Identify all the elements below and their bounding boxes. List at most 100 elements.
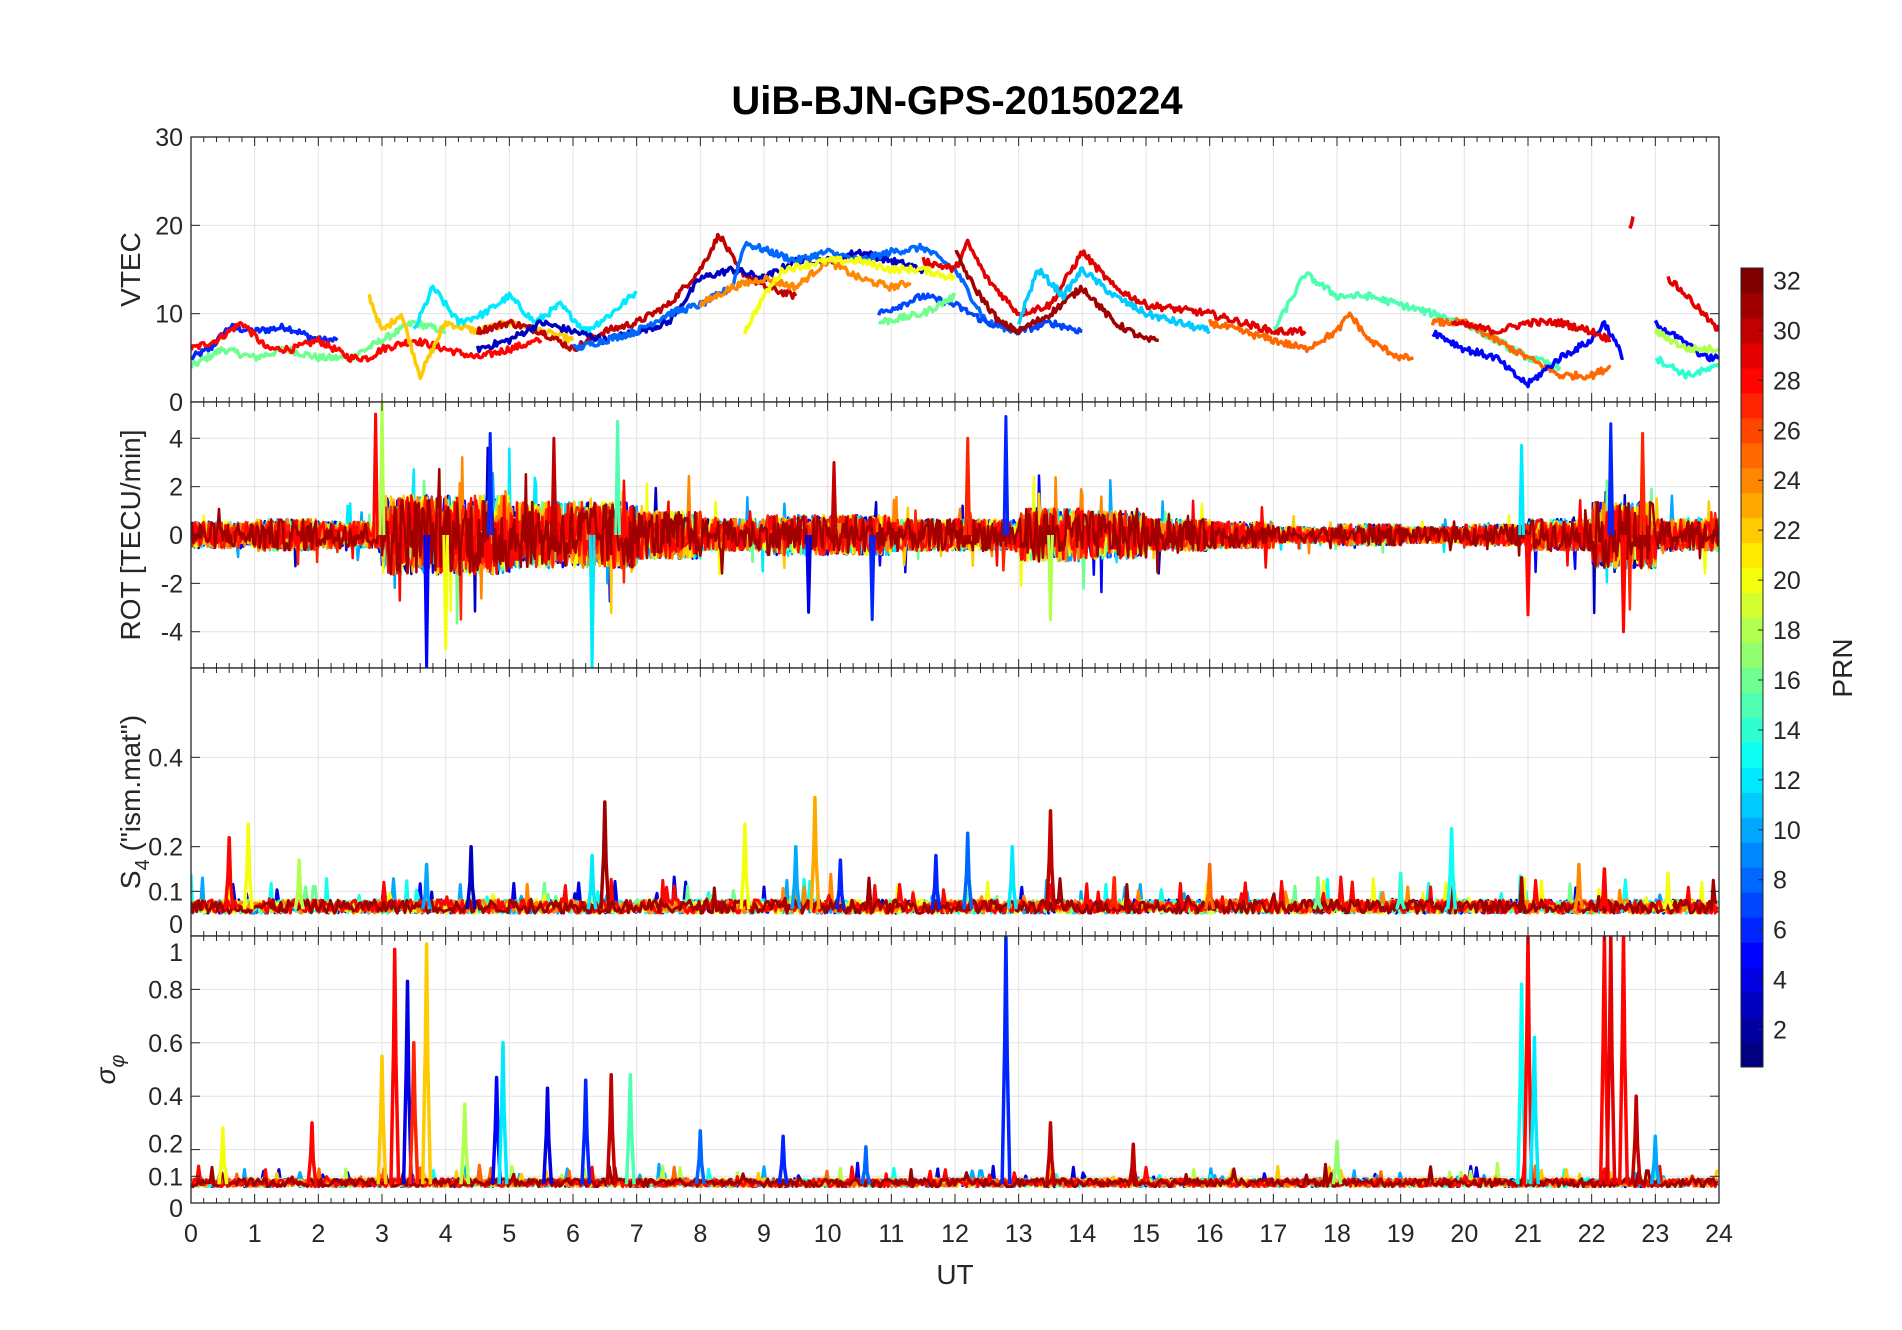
colorbar-band bbox=[1741, 1017, 1763, 1043]
colorbar-band bbox=[1741, 717, 1763, 743]
y-tick-label: 0.1 bbox=[148, 878, 183, 906]
colorbar-band bbox=[1741, 742, 1763, 768]
x-tick-label: 13 bbox=[1005, 1220, 1033, 1248]
colorbar-tick-label: 20 bbox=[1773, 567, 1801, 595]
series-line-prn-10 bbox=[420, 862, 433, 910]
series-line-prn-12 bbox=[497, 1041, 509, 1185]
x-tick-label: 1 bbox=[248, 1220, 262, 1248]
colorbar-band bbox=[1741, 542, 1763, 569]
series-line-prn-29 bbox=[1628, 216, 1635, 230]
y-tick-label: 0.6 bbox=[148, 1030, 183, 1058]
series-line-prn-31 bbox=[191, 1162, 1718, 1189]
series-line-prn-20 bbox=[242, 822, 254, 910]
series-line-prn-28 bbox=[191, 320, 543, 363]
series-line-prn-28 bbox=[1522, 936, 1534, 1185]
series-line-prn-18 bbox=[1047, 534, 1054, 622]
colorbar-band bbox=[1741, 917, 1763, 943]
y-tick-label: 0.1 bbox=[148, 1163, 183, 1191]
series-line-prn-27 bbox=[964, 436, 972, 536]
series-line-prn-28 bbox=[1620, 534, 1627, 634]
series-line-prn-28 bbox=[306, 1121, 318, 1185]
series-line-prn-28 bbox=[389, 947, 401, 1185]
colorbar-band bbox=[1741, 467, 1763, 494]
colorbar-tick-label: 16 bbox=[1773, 667, 1801, 695]
series-line-prn-10 bbox=[1649, 1134, 1661, 1185]
series-line-prn-27 bbox=[1108, 876, 1120, 910]
series-line-prn-25 bbox=[1204, 862, 1216, 910]
series-line-prn-5 bbox=[423, 534, 430, 668]
x-tick-label: 20 bbox=[1450, 1220, 1478, 1248]
y-tick-label: 0 bbox=[169, 522, 183, 550]
series-line-prn-18 bbox=[1653, 328, 1719, 354]
colorbar-band bbox=[1741, 567, 1763, 594]
series-line-prn-6 bbox=[191, 322, 339, 361]
series-line-prn-15 bbox=[614, 419, 621, 536]
colorbar-band bbox=[1741, 342, 1763, 369]
series-line-prn-6 bbox=[1607, 422, 1615, 536]
series-line-prn-13 bbox=[1446, 827, 1458, 910]
series-line-prn-23 bbox=[809, 795, 821, 910]
x-tick-label: 14 bbox=[1068, 1220, 1096, 1248]
colorbar-band bbox=[1741, 667, 1763, 693]
series-line-prn-31 bbox=[1516, 876, 1528, 910]
colorbar-tick-label: 30 bbox=[1773, 317, 1801, 345]
x-tick-label: 8 bbox=[693, 1220, 707, 1248]
y-tick-label: -4 bbox=[161, 619, 183, 647]
series-line-prn-12 bbox=[1518, 444, 1525, 536]
series-line-prn-30 bbox=[605, 1073, 617, 1185]
colorbar-tick-label: 14 bbox=[1773, 717, 1801, 745]
series-line-prn-6 bbox=[1000, 936, 1012, 1185]
colorbar-label: PRN bbox=[1827, 638, 1858, 697]
series-line-prn-6 bbox=[486, 431, 494, 536]
x-tick-label: 21 bbox=[1514, 1220, 1542, 1248]
panel-s4: 0 0.1 0.2 0.4S4 ("ism.mat") bbox=[115, 667, 1720, 939]
x-tick-labels: 0 1 2 3 4 5 6 7 8 9 10 11 12 13 14 15 16 17 18 19 20 21 22 23 24 bbox=[184, 1220, 1733, 1248]
colorbar-band bbox=[1741, 642, 1763, 668]
series-line-prn-10 bbox=[790, 844, 802, 910]
series-line-prn-16 bbox=[1312, 876, 1324, 910]
x-tick-label: 5 bbox=[502, 1220, 516, 1248]
y-axis-label: S4 ("ism.mat") bbox=[115, 715, 154, 889]
x-tick-label: 10 bbox=[814, 1220, 842, 1248]
colorbar-tick-label: 2 bbox=[1773, 1017, 1787, 1045]
series-line-prn-6 bbox=[1002, 415, 1010, 536]
data-layer bbox=[191, 216, 1719, 389]
series-line-prn-4 bbox=[401, 979, 414, 1185]
series-line-prn-6 bbox=[868, 534, 876, 622]
colorbar-band bbox=[1741, 867, 1763, 893]
y-tick-label: 2 bbox=[169, 474, 183, 502]
series-line-prn-24 bbox=[1573, 862, 1585, 910]
series-line-prn-27 bbox=[408, 1041, 420, 1185]
series-line-prn-14 bbox=[1654, 355, 1719, 380]
y-axis-label: ROT [TECU/min] bbox=[115, 429, 146, 640]
colorbar-frame bbox=[1740, 267, 1764, 1068]
colorbar-tick-label: 8 bbox=[1773, 867, 1787, 895]
series-line-prn-31 bbox=[191, 467, 1719, 576]
series-line-prn-29 bbox=[1666, 275, 1719, 332]
series-line-prn-28 bbox=[1598, 936, 1610, 1185]
series-line-prn-29 bbox=[921, 238, 1307, 337]
colorbar-tick-label: 28 bbox=[1773, 367, 1801, 395]
series-line-prn-8 bbox=[860, 1145, 872, 1185]
colorbar-tick-label: 6 bbox=[1773, 917, 1787, 945]
series-line-prn-12 bbox=[412, 284, 638, 335]
data-layer bbox=[191, 936, 1719, 1189]
series-line-prn-6 bbox=[777, 1134, 789, 1185]
colorbar-band bbox=[1741, 967, 1763, 993]
series-line-prn-30 bbox=[1127, 1142, 1139, 1185]
y-tick-label: 0.8 bbox=[148, 976, 183, 1004]
x-tick-label: 4 bbox=[439, 1220, 453, 1248]
y-tick-label: 0.4 bbox=[148, 1083, 183, 1111]
series-line-prn-14 bbox=[1395, 871, 1407, 910]
x-tick-label: 0 bbox=[184, 1220, 198, 1248]
colorbar-tick-label: 32 bbox=[1773, 267, 1801, 295]
colorbar-band bbox=[1741, 942, 1763, 968]
series-line-prn-8 bbox=[962, 831, 974, 910]
series-line-prn-31 bbox=[599, 800, 611, 910]
colorbar-band bbox=[1741, 492, 1763, 519]
colorbar-band bbox=[1741, 767, 1763, 793]
colorbar-tick-label: 12 bbox=[1773, 767, 1801, 795]
series-line-prn-20 bbox=[1662, 871, 1674, 910]
series-line-prn-17 bbox=[1331, 1139, 1343, 1185]
y-axis-label: σφ bbox=[90, 1055, 129, 1085]
